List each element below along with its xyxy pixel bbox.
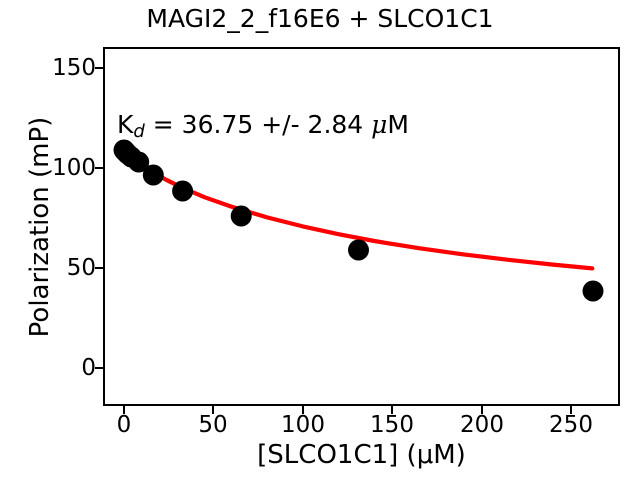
y-tick-label-0: 0: [81, 355, 96, 381]
x-axis-tick-labels: 0 50 100 150 200 250: [0, 412, 640, 442]
data-layer: [113, 139, 604, 302]
plot-area: [103, 47, 620, 406]
data-point: [230, 205, 252, 227]
x-tick-label-50: 50: [198, 412, 228, 438]
axes-frame: [103, 47, 620, 406]
x-axis-label-mu: μ: [416, 440, 434, 470]
x-tick-label-150: 150: [370, 412, 414, 438]
y-axis-label-holder: Polarization (mP): [0, 47, 55, 406]
data-point: [142, 164, 164, 186]
y-tick-mark-0: [95, 367, 103, 369]
x-tick-mark-100: [302, 406, 304, 414]
y-tick-label-50: 50: [66, 255, 96, 281]
kd-unit-suffix: M: [387, 110, 409, 139]
mu-symbol: μ: [371, 110, 388, 139]
x-tick-label-250: 250: [549, 412, 593, 438]
x-tick-mark-150: [391, 406, 393, 414]
y-axis-tick-labels: 150 100 50 0: [44, 0, 96, 480]
x-axis-label-suffix: M): [433, 440, 466, 470]
data-point: [128, 151, 150, 173]
x-tick-label-100: 100: [281, 412, 325, 438]
y-tick-mark-150: [95, 67, 103, 69]
x-tick-mark-0: [123, 406, 125, 414]
x-tick-mark-200: [481, 406, 483, 414]
x-tick-mark-50: [212, 406, 214, 414]
y-tick-mark-100: [95, 167, 103, 169]
x-tick-mark-250: [570, 406, 572, 414]
x-tick-label-200: 200: [460, 412, 504, 438]
kd-annotation: Kd = 36.75 +/- 2.84 μM: [117, 110, 409, 142]
x-axis-label: [SLCO1C1] (μM): [103, 440, 620, 470]
y-tick-mark-50: [95, 267, 103, 269]
x-axis-label-prefix: [SLCO1C1] (: [257, 440, 417, 470]
kd-subscript: d: [133, 121, 145, 142]
x-tick-label-0: 0: [116, 412, 132, 438]
data-point: [348, 239, 369, 261]
kd-body: = 36.75 +/- 2.84: [144, 110, 372, 139]
data-point: [172, 180, 194, 202]
page-title: MAGI2_2_f16E6 + SLCO1C1: [146, 4, 494, 33]
data-point: [582, 280, 604, 302]
y-tick-label-100: 100: [52, 155, 96, 181]
kd-symbol: K: [117, 110, 134, 139]
y-tick-label-150: 150: [52, 55, 96, 81]
